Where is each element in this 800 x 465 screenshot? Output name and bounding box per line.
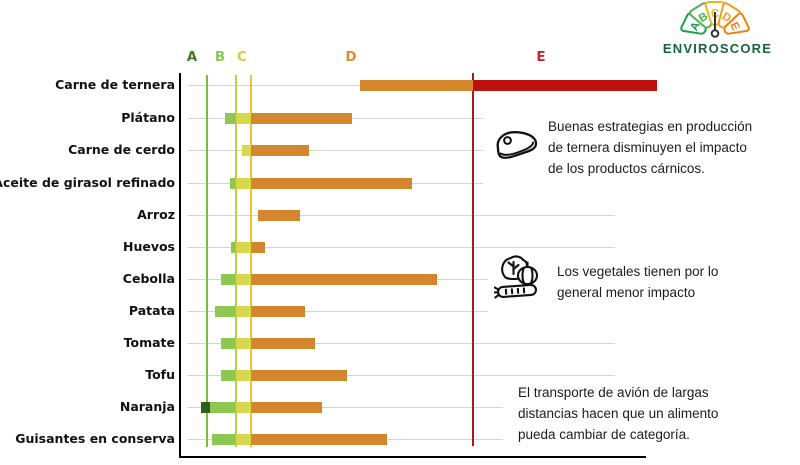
bar-segment-grade-B (221, 337, 236, 349)
row-gridline (188, 310, 615, 312)
bar-segment-grade-A (201, 401, 210, 413)
enviroscore-wordmark: ENVIROSCORE (662, 41, 773, 56)
bar-segment-grade-D (251, 369, 347, 381)
annotation-line: pueda cambiar de categoría. (518, 427, 690, 442)
row-gridline (188, 438, 615, 440)
annotation-line: El transporte de avión de largas (518, 385, 709, 400)
row-gridline (188, 214, 615, 216)
bar-segment-grade-D (258, 209, 300, 221)
annotation-line: distancias hacen que un alimento (518, 406, 719, 421)
row-label: Guisantes en conserva (15, 431, 175, 446)
bar-segment-grade-C (236, 369, 251, 381)
bar-segment-grade-D (251, 241, 265, 253)
row-label: Carne de cerdo (68, 142, 175, 157)
annotation-line: Buenas estrategias en producción (548, 119, 753, 134)
annotation-meat-text: Buenas estrategias en producción de terne… (548, 116, 752, 179)
row-label: Arroz (137, 207, 175, 222)
bar-segment-grade-B (221, 369, 236, 381)
row-gridline (188, 374, 615, 376)
vegetables-icon (493, 254, 544, 305)
row-label: Tomate (123, 335, 175, 350)
annotation-transport-text: El transporte de avión de largas distanci… (518, 382, 718, 445)
row-gridline (188, 149, 615, 151)
bar-segment-grade-D (251, 273, 437, 285)
bar-segment-grade-C (236, 433, 251, 445)
bar-segment-grade-C (242, 144, 251, 156)
bar-segment-grade-D (251, 433, 387, 445)
annotation-meat: Buenas estrategias en producción de terne… (483, 103, 800, 200)
row-label: Tofu (145, 367, 175, 382)
grade-letter-B: B (214, 49, 226, 65)
annotation-line: de los productos cárnicos. (548, 161, 705, 176)
row-label: Aceite de girasol refinado (0, 175, 175, 190)
bar-segment-grade-C (236, 112, 251, 124)
annotation-line: general menor impacto (557, 285, 696, 300)
bar-segment-grade-B (212, 433, 236, 445)
bar-segment-grade-B (221, 273, 236, 285)
bar-segment-grade-C (236, 177, 251, 189)
x-axis-line (179, 456, 646, 458)
gauge-pivot (710, 29, 720, 38)
annotation-vegetables: Los vegetales tienen por lo general menor… (488, 248, 800, 322)
bar-segment-grade-E (473, 79, 657, 91)
bar-segment-grade-D (251, 144, 309, 156)
grade-letter-C: C (237, 49, 247, 65)
row-label: Cebolla (122, 271, 175, 286)
bar-segment-grade-C (236, 241, 251, 253)
bar-segment-grade-C (236, 305, 251, 317)
bar-segment-grade-C (236, 337, 251, 349)
bar-segment-grade-D (251, 112, 352, 124)
row-gridline (188, 117, 615, 119)
bar-segment-grade-B (231, 241, 236, 253)
gauge-segment-E (723, 12, 750, 35)
annotation-transport: El transporte de avión de largas distanci… (503, 378, 800, 445)
threshold-line-C-D (250, 75, 252, 447)
row-gridline (188, 246, 615, 248)
bar-segment-grade-B (215, 305, 236, 317)
row-label: Carne de ternera (55, 77, 175, 92)
bar-segment-grade-C (236, 401, 251, 413)
bar-segment-grade-D (251, 305, 305, 317)
threshold-line-D-E (472, 73, 475, 446)
bar-segment-grade-D (251, 337, 315, 349)
grade-letter-D: D (345, 49, 357, 65)
bar-segment-grade-C (236, 273, 251, 285)
annotation-line: de ternera disminuyen el impacto (548, 140, 747, 155)
bar-segment-grade-B (225, 112, 236, 124)
bar-segment-grade-D (360, 79, 473, 91)
row-gridline (188, 342, 615, 344)
row-label: Naranja (119, 399, 175, 414)
bar-segment-grade-D (251, 177, 412, 189)
grade-letter-E: E (536, 49, 546, 65)
bar-segment-grade-D (251, 401, 322, 413)
annotation-vegetables-text: Los vegetales tienen por lo general menor… (557, 261, 718, 303)
threshold-line-B-C (235, 75, 237, 447)
annotation-line: Los vegetales tienen por lo (557, 264, 719, 279)
y-axis-line (179, 73, 181, 458)
meat-icon (491, 129, 541, 174)
bar-segment-grade-B (210, 401, 236, 413)
row-label: Huevos (122, 239, 175, 254)
row-label: Plátano (121, 110, 175, 125)
bar-segment-grade-B (230, 177, 236, 189)
row-label: Patata (128, 303, 175, 318)
threshold-line-A-B (206, 75, 208, 447)
row-gridline (188, 406, 615, 408)
grade-letter-A: A (186, 49, 198, 65)
